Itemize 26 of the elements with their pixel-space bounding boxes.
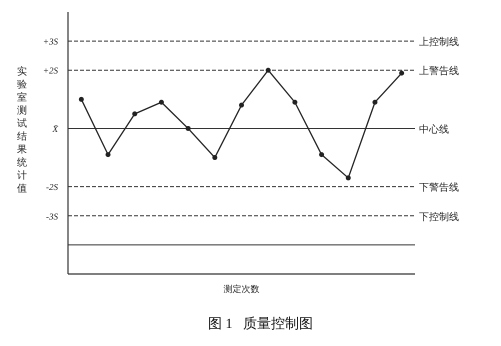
y-tick-label: +2S: [42, 66, 58, 76]
text: 图 1 质量控制图: [208, 316, 313, 332]
ref-line-label: 上控制线: [419, 36, 459, 48]
ref-line-label: 中心线: [419, 123, 449, 136]
point: [158, 100, 164, 105]
point: [319, 152, 324, 158]
text: 实验室测试结果统计值: [17, 66, 27, 194]
ref-line-label: 下警告线: [419, 182, 459, 194]
point: [266, 68, 271, 73]
y-tick-label: X̄: [52, 124, 58, 134]
y-tick-label: -2S: [46, 182, 58, 192]
y-tick-label: +3S: [42, 36, 58, 47]
point: [212, 155, 218, 160]
y-tick-label: -3S: [46, 211, 58, 222]
ref-line-label: 下控制线: [419, 210, 459, 223]
point: [346, 175, 351, 180]
point: [292, 100, 298, 105]
point: [106, 152, 111, 158]
point: [132, 111, 138, 116]
point: [186, 126, 191, 131]
point: [399, 70, 404, 76]
x-axis-title: 测定次数: [224, 284, 260, 294]
point: [372, 100, 378, 105]
point: [239, 102, 244, 108]
point: [78, 96, 84, 102]
ref-line-label: 上警告线: [419, 65, 459, 78]
